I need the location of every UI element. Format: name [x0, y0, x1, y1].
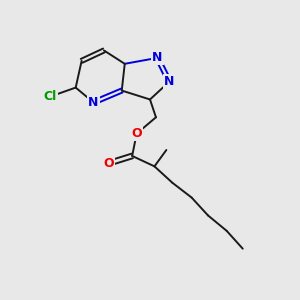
Text: O: O: [103, 157, 114, 170]
Text: N: N: [152, 51, 163, 64]
Text: O: O: [131, 127, 142, 140]
Text: N: N: [88, 96, 99, 109]
Text: Cl: Cl: [44, 90, 57, 103]
Text: N: N: [164, 75, 175, 88]
